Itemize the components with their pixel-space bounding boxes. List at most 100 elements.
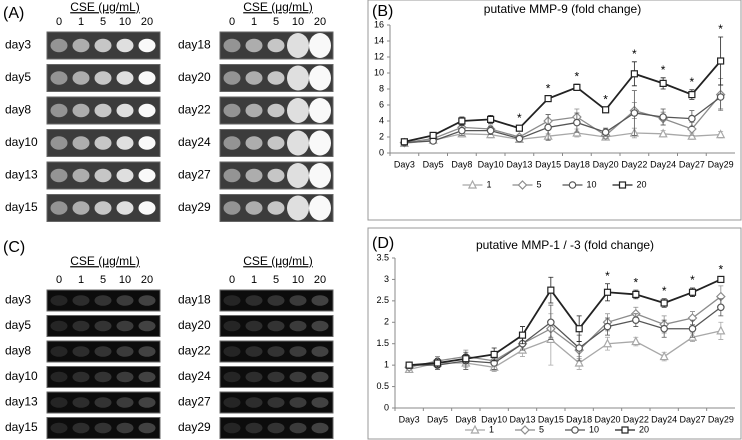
day-label: day10 [5, 369, 38, 383]
gel-band [223, 71, 241, 85]
y-tick-label: 0.5 [376, 381, 389, 391]
gel-band [94, 103, 112, 118]
marker [517, 180, 528, 190]
marker [630, 109, 639, 117]
day-label: day27 [178, 395, 211, 409]
gel-band [72, 397, 90, 408]
gel-band [94, 295, 112, 306]
marker [400, 138, 408, 146]
gel-header: CSE (μg/mL) [243, 0, 313, 14]
gel-band [116, 371, 134, 383]
gel-band [311, 422, 329, 434]
panel-label: (B) [372, 3, 393, 20]
marker [632, 290, 640, 299]
gel-band [245, 422, 263, 434]
marker [659, 113, 667, 121]
day-label: day13 [5, 395, 38, 409]
gel-band [72, 422, 90, 434]
legend-label: 5 [539, 424, 544, 434]
gel-band [289, 346, 307, 357]
legend-label: 10 [587, 179, 597, 189]
gel-band [223, 168, 241, 183]
gel-band [72, 295, 90, 306]
gel-band [309, 98, 331, 123]
marker [602, 106, 610, 114]
marker [631, 336, 641, 346]
gel-band [72, 320, 90, 332]
gel-band [245, 371, 263, 383]
gel-band [72, 71, 90, 85]
x-tick-label: Day5 [427, 414, 448, 424]
lane-label: 1 [251, 274, 257, 286]
gel-band [50, 422, 68, 434]
lane-label: 20 [141, 16, 153, 28]
gel-band [245, 168, 263, 183]
marker [433, 359, 442, 367]
day-label: day5 [5, 70, 31, 84]
gel-band [50, 320, 68, 332]
marker [575, 325, 583, 333]
marker [660, 324, 668, 333]
gel-row [46, 340, 161, 363]
gel-band [289, 397, 307, 408]
gel-band [267, 371, 285, 383]
marker [515, 134, 524, 143]
gel-band [94, 136, 112, 150]
gel-band [245, 38, 263, 53]
day-label: day24 [178, 369, 211, 383]
marker [405, 361, 413, 369]
day-label: day20 [178, 318, 211, 332]
gel-band [289, 320, 307, 332]
day-label: day22 [178, 344, 211, 358]
gel-band [116, 320, 134, 332]
y-tick-label: 1.5 [376, 338, 389, 348]
gel-row [46, 366, 161, 388]
gel-band [287, 98, 309, 123]
gel-band [138, 103, 156, 118]
marker [621, 426, 629, 434]
gel-band [223, 346, 241, 357]
y-tick-label: 3 [384, 274, 389, 284]
gel-band [94, 346, 112, 357]
gel-band [245, 103, 263, 118]
x-tick-label: Day10 [478, 159, 504, 169]
marker [520, 425, 530, 435]
gel-band [72, 136, 90, 150]
gel-band [267, 201, 285, 215]
gel-row [219, 391, 334, 414]
series-line [409, 296, 722, 368]
marker [547, 286, 555, 294]
gel-band [311, 320, 329, 332]
x-tick-label: Day8 [455, 414, 476, 424]
marker [688, 288, 697, 296]
gel-band [309, 163, 331, 188]
x-tick-label: Day3 [399, 414, 420, 424]
gel-row [219, 340, 334, 363]
significance-mark: * [690, 273, 695, 287]
gel-band [223, 38, 241, 53]
gel-band [94, 38, 112, 53]
series-line [404, 96, 722, 144]
gel-band [116, 103, 134, 118]
gel-band [309, 195, 331, 221]
marker [490, 350, 498, 359]
series-line [409, 306, 722, 366]
gel-band [94, 71, 112, 85]
significance-mark: * [690, 75, 695, 89]
gel-band [289, 422, 307, 434]
lane-label: 20 [314, 16, 326, 28]
gel-band [309, 130, 331, 156]
lane-label: 5 [273, 274, 279, 286]
panel-label: (D) [372, 235, 394, 252]
chart-title: putative MMP-9 (fold change) [484, 2, 641, 16]
gel-band [311, 371, 329, 383]
gel-band [138, 136, 156, 150]
lane-label: 0 [229, 274, 235, 286]
gel-band [50, 38, 68, 53]
gel-band [267, 320, 285, 332]
gel-band [72, 103, 90, 118]
y-tick-label: 4 [379, 115, 384, 125]
gel-band [50, 103, 68, 118]
gel-row [219, 366, 334, 388]
x-tick-label: Day22 [623, 414, 649, 424]
